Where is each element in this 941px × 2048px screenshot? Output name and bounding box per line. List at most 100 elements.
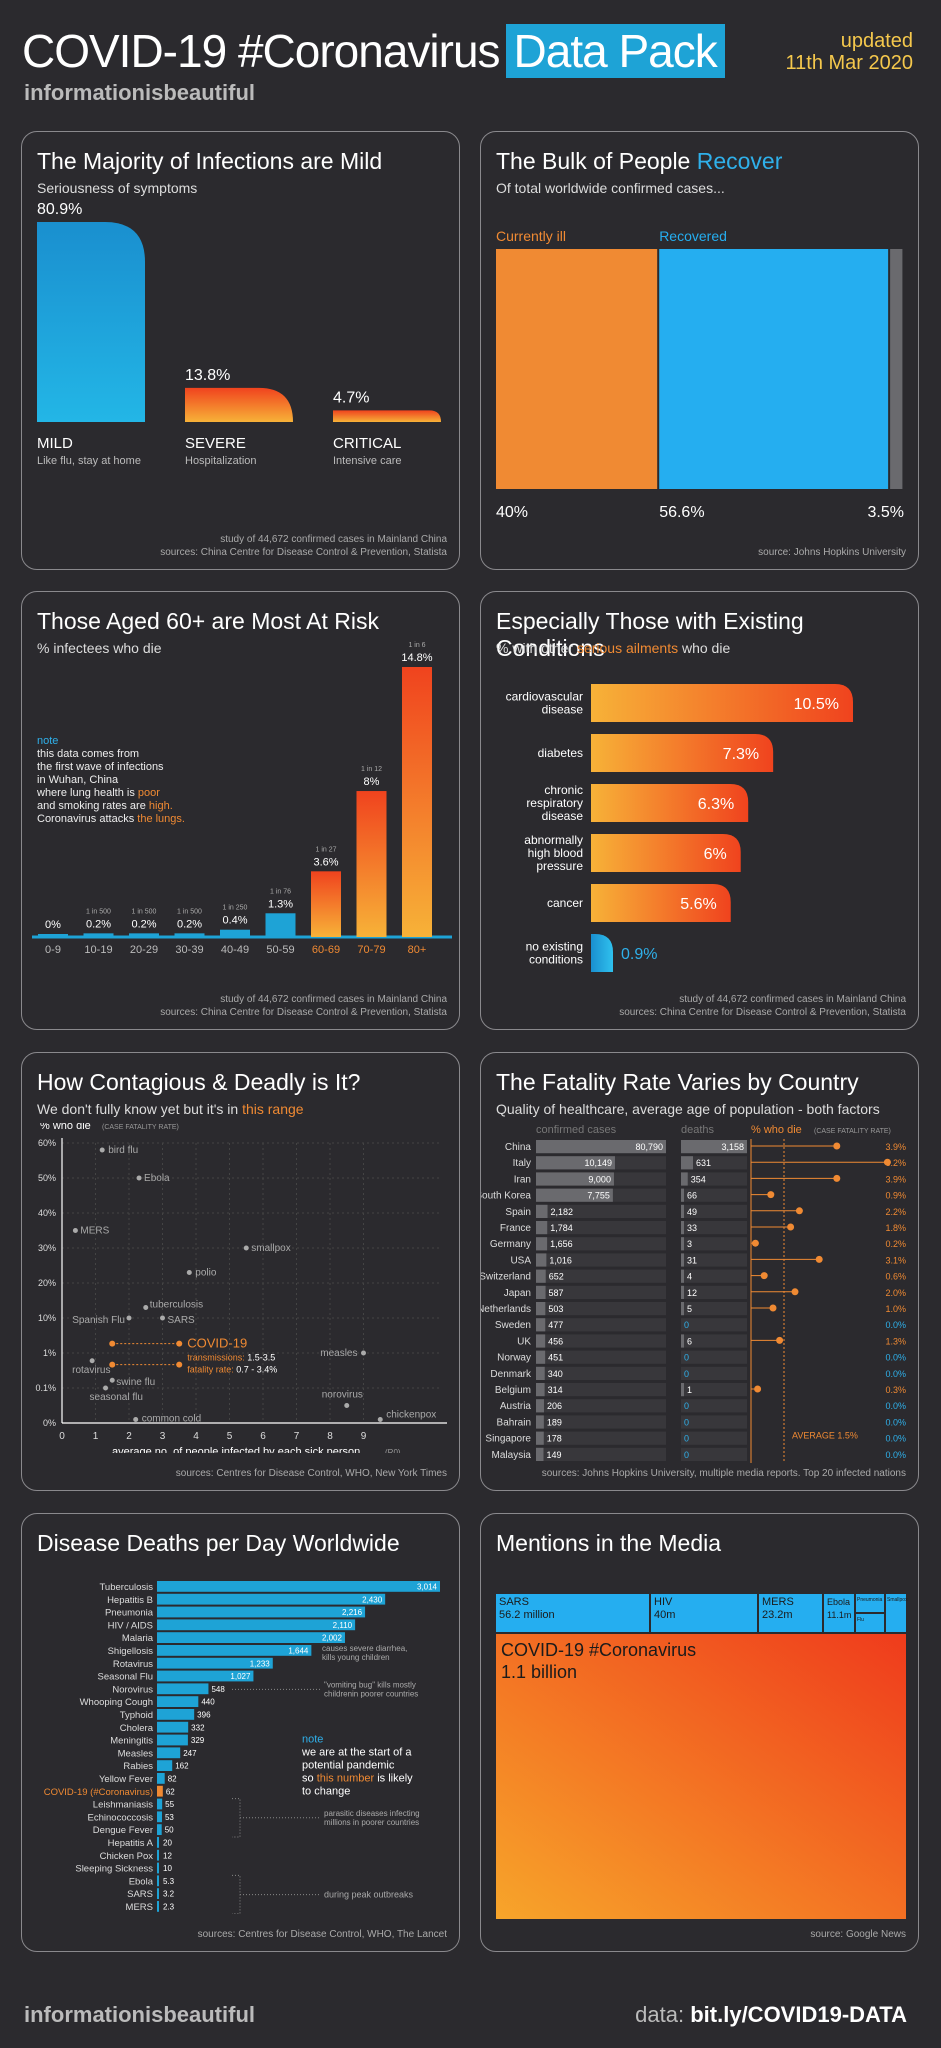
deaths-bg xyxy=(681,1285,747,1299)
condition-label: chronic respiratory disease xyxy=(526,783,583,823)
rate-label: 0.0% xyxy=(885,1353,906,1363)
point-bird-flu xyxy=(99,1147,105,1153)
category-description: Hospitalization xyxy=(185,455,257,467)
disease-label: Tuberculosis xyxy=(99,1582,153,1593)
disease-label: Sleeping Sickness xyxy=(75,1864,153,1875)
panel-infection-severity: The Majority of Infections are Mild Seri… xyxy=(21,131,460,570)
deaths-bar xyxy=(681,1140,747,1154)
panel-title: Disease Deaths per Day Worldwide xyxy=(37,1530,400,1556)
confirmed-bar xyxy=(536,1383,545,1397)
confirmed-label: 189 xyxy=(547,1417,562,1427)
country-label: Malaysia xyxy=(492,1450,532,1461)
panel-source: study of 44,672 confirmed cases in Mainl… xyxy=(619,994,906,1018)
y-tick-label: 1% xyxy=(43,1348,56,1358)
confirmed-label: 2,182 xyxy=(551,1207,574,1217)
confirmed-bar xyxy=(536,1188,613,1202)
value-label: 0.2% xyxy=(86,918,111,930)
note-head: note xyxy=(302,1734,323,1746)
panel-age-risk: Those Aged 60+ are Most At Risk % infect… xyxy=(21,591,460,1030)
panel-subtitle: Of total worldwide confirmed cases... xyxy=(496,180,725,196)
deaths-bg xyxy=(681,1350,747,1364)
deaths-bar xyxy=(681,1285,684,1299)
rate-label: 0.0% xyxy=(885,1401,906,1411)
panel-title: Those Aged 60+ are Most At Risk xyxy=(37,608,379,634)
value-label: 0.2% xyxy=(177,918,202,930)
deaths-bar xyxy=(681,1269,684,1283)
confirmed-bg xyxy=(536,1366,666,1380)
deaths-bar xyxy=(681,1172,688,1186)
disease-label: Rotavirus xyxy=(113,1659,153,1670)
treemap-label: Flu xyxy=(857,1617,864,1623)
col-header-rate: % who die xyxy=(751,1125,802,1136)
treemap-value: 1.1 billion xyxy=(501,1662,577,1682)
rate-dot xyxy=(791,1288,799,1296)
confirmed-bar xyxy=(536,1366,545,1380)
x-tick-label: 7 xyxy=(294,1431,300,1442)
panel-title: The Majority of Infections are Mild xyxy=(37,148,383,174)
point-label: seasonal flu xyxy=(90,1392,143,1403)
confirmed-bg xyxy=(536,1253,666,1267)
rate-label: 0.0% xyxy=(885,1320,906,1330)
rate-label: 0.0% xyxy=(885,1417,906,1427)
panel-media-mentions: Mentions in the Media COVID-19 #Coronavi… xyxy=(480,1513,919,1952)
panel-contagious: How Contagious & Deadly is It? We don't … xyxy=(21,1052,460,1491)
panel-subtitle: Quality of healthcare, average age of po… xyxy=(496,1101,880,1117)
death-bar xyxy=(157,1875,159,1887)
panel-source: study of 44,672 confirmed cases in Mainl… xyxy=(160,534,447,558)
footer-data-link[interactable]: data: bit.ly/COVID19-DATA xyxy=(635,2002,907,2027)
age-category-label: 0-9 xyxy=(45,944,61,956)
disease-label: COVID-19 (#Coronavirus) xyxy=(44,1787,153,1798)
deaths-chart: Tuberculosis 3,014 Hepatitis B 2,430 Pneumon… xyxy=(44,1581,440,1914)
confirmed-label: 178 xyxy=(547,1434,562,1444)
deaths-label: 0 xyxy=(684,1369,689,1379)
confirmed-bar xyxy=(536,1415,544,1429)
disease-label: Echinococcosis xyxy=(88,1812,154,1823)
covid-range-point xyxy=(109,1340,116,1347)
deaths-bg xyxy=(681,1431,747,1445)
country-label: France xyxy=(500,1223,532,1234)
category-label: SEVERE xyxy=(185,435,246,452)
treemap-value: 23.2m xyxy=(762,1609,793,1621)
x-tick-label: 2 xyxy=(126,1431,132,1442)
point-sars xyxy=(160,1315,165,1321)
value-label: 3.6% xyxy=(313,856,338,868)
deaths-label: 0 xyxy=(684,1434,689,1444)
point-label: swine flu xyxy=(116,1377,155,1388)
deaths-bg xyxy=(681,1334,747,1348)
rate-dot xyxy=(751,1239,759,1247)
deaths-bar xyxy=(681,1237,684,1251)
death-bar xyxy=(157,1721,189,1733)
confirmed-bar xyxy=(536,1350,546,1364)
death-bar xyxy=(157,1581,440,1592)
ratio-label: 1 in 500 xyxy=(86,908,111,915)
death-bar xyxy=(157,1849,159,1861)
note-line: potential pandemic xyxy=(302,1760,395,1772)
conditions-chart: 10.5% cardiovascular disease 7.3% diabetes 6.… xyxy=(506,684,853,972)
confirmed-bar xyxy=(536,1204,548,1218)
treemap-tile xyxy=(856,1614,884,1632)
deaths-label: 5 xyxy=(687,1304,692,1314)
note-line: so this number is likely xyxy=(302,1773,413,1785)
death-bar xyxy=(157,1862,159,1874)
treemap-label: COVID-19 #Coronavirus xyxy=(501,1640,696,1660)
death-bar xyxy=(157,1811,162,1823)
panel-subtitle: We don't fully know yet but it's in this… xyxy=(37,1101,304,1117)
panel-source: sources: Centres for Disease Control, WH… xyxy=(175,1468,447,1479)
confirmed-bg xyxy=(536,1399,666,1413)
country-label: Bahrain xyxy=(497,1417,531,1428)
treemap-value: 56.2 million xyxy=(499,1609,555,1621)
annotation: kills young children xyxy=(322,1653,390,1662)
point-polio xyxy=(186,1270,192,1275)
point-label: tuberculosis xyxy=(150,1300,203,1311)
point-label: measles xyxy=(320,1348,357,1359)
y-tick-label: 20% xyxy=(38,1278,56,1288)
confirmed-bar xyxy=(536,1302,546,1316)
confirmed-bg xyxy=(536,1318,666,1332)
legend-label: Recovered xyxy=(659,228,727,244)
value-label: 548 xyxy=(211,1685,225,1694)
treemap-value: 11.1m xyxy=(827,1610,851,1620)
value-label: 2,216 xyxy=(342,1608,363,1617)
panel-source: study of 44,672 confirmed cases in Mainl… xyxy=(160,994,447,1018)
death-bar xyxy=(157,1670,254,1682)
point-mers xyxy=(72,1228,78,1233)
